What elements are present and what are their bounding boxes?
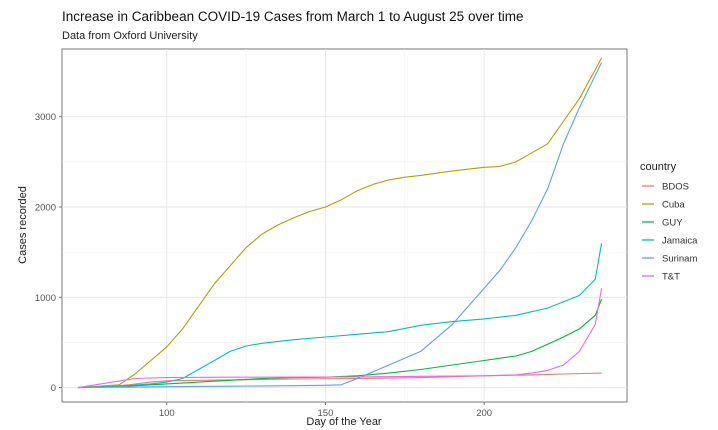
series-line-bdos — [77, 372, 602, 389]
y-axis-title: Cases recorded — [17, 186, 29, 264]
x-tick-label: 100 — [159, 408, 175, 419]
legend-label: T&T — [662, 272, 680, 283]
x-axis-title: Day of the Year — [306, 416, 382, 428]
x-tick-label: 150 — [318, 408, 334, 419]
grid-lines — [62, 49, 627, 402]
legend: country BDOS Cuba GUY Jamaica Surinam T&T — [640, 161, 698, 284]
series-line-surinam — [77, 62, 603, 389]
series-line-cuba — [77, 57, 603, 389]
plot-panel — [61, 48, 628, 403]
legend-label: Jamaica — [662, 236, 698, 247]
y-tick-label: 2000 — [35, 202, 56, 213]
chart-subtitle: Data from Oxford University — [62, 30, 198, 42]
y-tick-label: 1000 — [35, 293, 56, 304]
legend-label: GUY — [662, 218, 683, 229]
series-line-guy — [77, 298, 603, 389]
legend-title: country — [640, 161, 677, 173]
y-tick-label: 3000 — [35, 112, 56, 123]
chart-title: Increase in Caribbean COVID-19 Cases fro… — [62, 9, 524, 24]
series-layer — [77, 57, 603, 389]
legend-label: BDOS — [662, 182, 689, 193]
y-tick-label: 0 — [51, 383, 56, 394]
x-tick-label: 200 — [476, 408, 492, 419]
series-line-t-t — [77, 288, 603, 389]
legend-label: Cuba — [662, 200, 685, 211]
legend-label: Surinam — [662, 254, 697, 265]
series-line-jamaica — [77, 243, 603, 389]
